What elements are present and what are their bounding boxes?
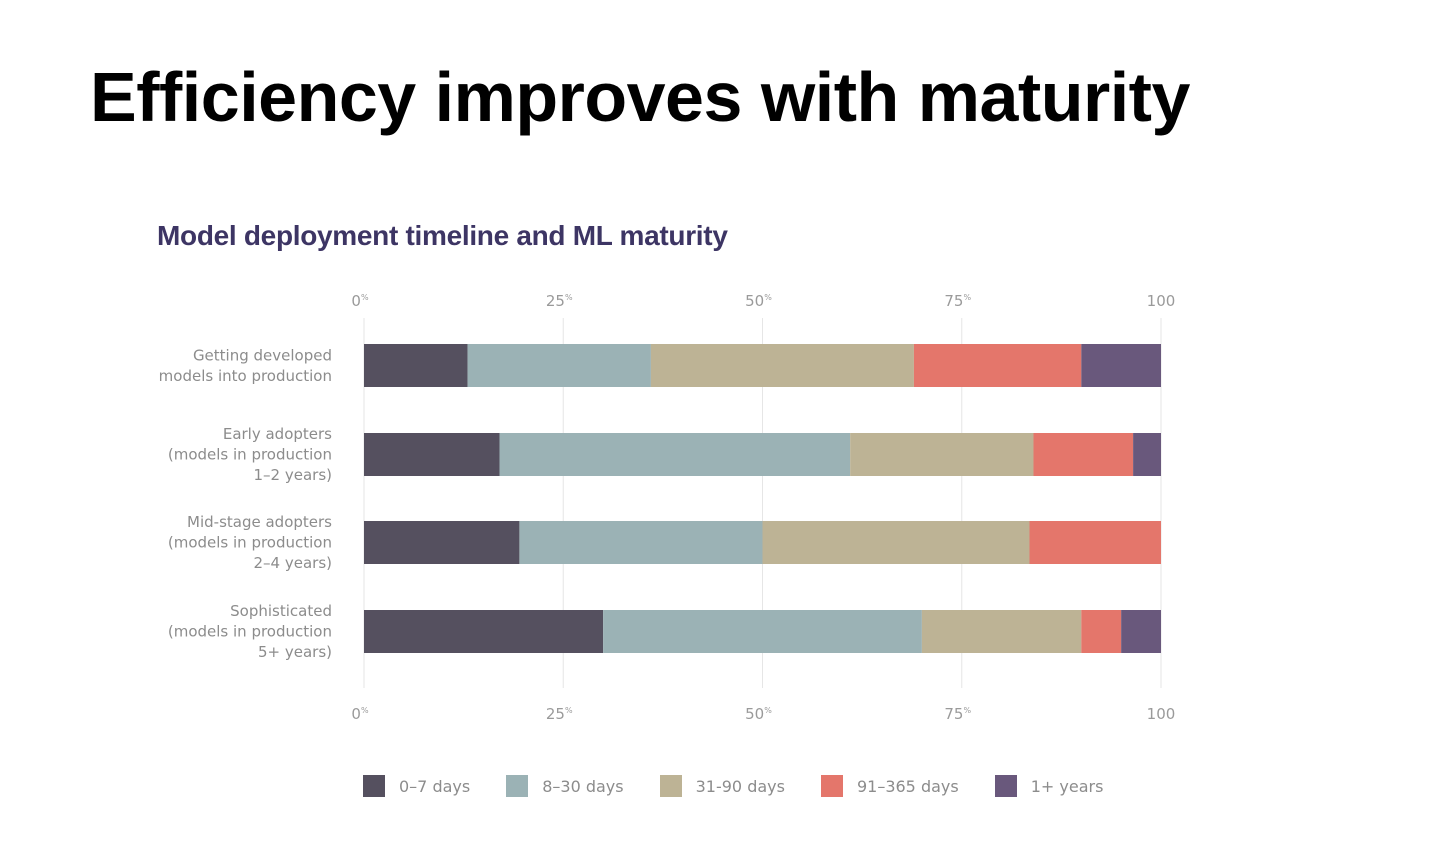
slide-title: Efficiency improves with maturity	[90, 58, 1190, 136]
legend-label: 1+ years	[1030, 776, 1104, 796]
bottom-tick-label: 0	[351, 705, 361, 723]
legend-label: 8–30 days	[542, 776, 624, 796]
bar-segment-3-1	[603, 610, 922, 653]
legend-item-4: 1+ years	[994, 775, 1104, 797]
category-label-3-line-2: 5+ years)	[258, 643, 332, 661]
top-tick-25: 25%	[546, 292, 573, 310]
bottom-tick-label: 50	[745, 705, 764, 723]
category-label-0-line-0: Getting developed	[193, 346, 332, 364]
bar-segment-0-2	[650, 344, 914, 387]
bottom-tick-75: 75%	[944, 705, 971, 723]
bar-segment-2-1	[519, 521, 763, 564]
bottom-tick-suffix: %	[361, 706, 369, 715]
top-tick-label: 0	[351, 292, 361, 310]
legend-item-1: 8–30 days	[506, 775, 624, 797]
top-tick-0: 0%	[351, 292, 369, 310]
category-label-1-line-0: Early adopters	[223, 425, 332, 443]
bar-segment-1-4	[1133, 433, 1161, 476]
top-tick-label: 50	[745, 292, 764, 310]
legend-label: 31-90 days	[695, 776, 785, 796]
bar-segment-1-2	[850, 433, 1034, 476]
bar-segment-0-4	[1081, 344, 1161, 387]
top-tick-75: 75%	[944, 292, 971, 310]
bar-segment-0-0	[364, 344, 468, 387]
category-label-2-line-1: (models in production	[168, 534, 332, 552]
bar-segment-3-3	[1081, 610, 1122, 653]
x-axis-bottom: 0% 25% 50% 75% 100	[351, 705, 1175, 723]
category-label-0-line-1: models into production	[159, 367, 332, 385]
bottom-tick-label: 25	[546, 705, 565, 723]
top-tick-100: 100	[1147, 292, 1176, 310]
bottom-tick-25: 25%	[546, 705, 573, 723]
category-label-3-line-1: (models in production	[168, 623, 332, 641]
top-tick-suffix: %	[764, 293, 772, 302]
category-label-2-line-2: 2–4 years)	[254, 554, 333, 572]
top-tick-label: 100	[1147, 292, 1176, 310]
bar-segment-3-4	[1121, 610, 1161, 653]
bar-segment-1-3	[1033, 433, 1134, 476]
top-tick-50: 50%	[745, 292, 772, 310]
legend-item-2: 31-90 days	[659, 775, 785, 797]
bottom-tick-suffix: %	[764, 706, 772, 715]
bottom-tick-50: 50%	[745, 705, 772, 723]
bar-segment-3-2	[921, 610, 1082, 653]
x-axis-top: 0% 25% 50% 75% 100	[351, 292, 1175, 310]
legend-label: 91–365 days	[856, 776, 959, 796]
legend-swatch	[659, 775, 682, 797]
bar-segment-1-1	[499, 433, 851, 476]
bar-segment-1-0	[364, 433, 500, 476]
top-tick-suffix: %	[963, 293, 971, 302]
bottom-tick-100: 100	[1147, 705, 1176, 723]
legend-swatch	[994, 775, 1017, 797]
category-label-1-line-1: (models in production	[168, 446, 332, 464]
legend-item-3: 91–365 days	[820, 775, 959, 797]
top-tick-suffix: %	[565, 293, 573, 302]
top-tick-suffix: %	[361, 293, 369, 302]
bar-segment-2-3	[1029, 521, 1161, 564]
category-label-2-line-0: Mid-stage adopters	[187, 513, 332, 531]
bar-segment-2-2	[762, 521, 1030, 564]
bottom-tick-label: 75	[944, 705, 963, 723]
legend-label: 0–7 days	[399, 776, 471, 796]
legend-swatch	[506, 775, 529, 797]
bottom-tick-label: 100	[1147, 705, 1176, 723]
legend-swatch	[363, 775, 385, 797]
bar-segment-0-3	[913, 344, 1082, 387]
bars	[364, 344, 1161, 653]
bar-segment-2-0	[364, 521, 520, 564]
category-label-3-line-0: Sophisticated	[230, 602, 332, 620]
bottom-tick-0: 0%	[351, 705, 369, 723]
bar-segment-0-1	[467, 344, 651, 387]
bottom-tick-suffix: %	[963, 706, 971, 715]
bar-segment-3-0	[364, 610, 604, 653]
legend-swatch	[820, 775, 843, 797]
category-labels: Getting developed models into production E…	[159, 346, 333, 661]
legend: 0–7 days 8–30 days 31-90 days 91–365 days 1+…	[363, 775, 1139, 797]
chart-title: Model deployment timeline and ML maturit…	[157, 220, 728, 251]
bottom-tick-suffix: %	[565, 706, 573, 715]
top-tick-label: 75	[944, 292, 963, 310]
top-tick-label: 25	[546, 292, 565, 310]
legend-item-0: 0–7 days	[363, 775, 470, 797]
category-label-1-line-2: 1–2 years)	[254, 466, 333, 484]
